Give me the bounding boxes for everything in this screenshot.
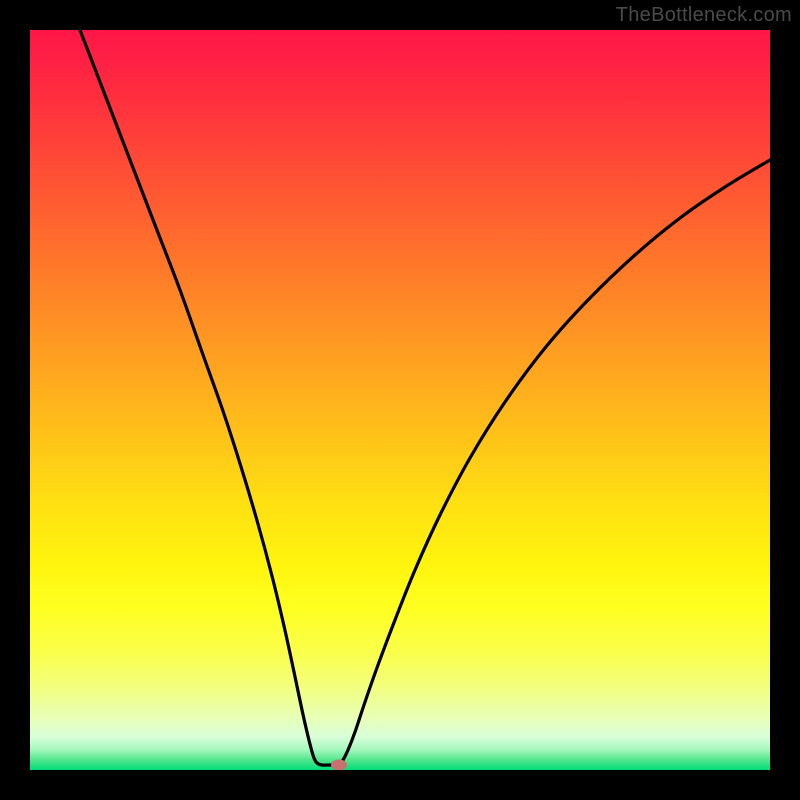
bottleneck-curve: [30, 30, 770, 770]
plot-area: [30, 30, 770, 770]
curve-right-branch: [339, 160, 770, 765]
minimum-marker: [331, 760, 347, 771]
curve-left-branch: [80, 30, 339, 765]
watermark-text: TheBottleneck.com: [616, 4, 792, 27]
